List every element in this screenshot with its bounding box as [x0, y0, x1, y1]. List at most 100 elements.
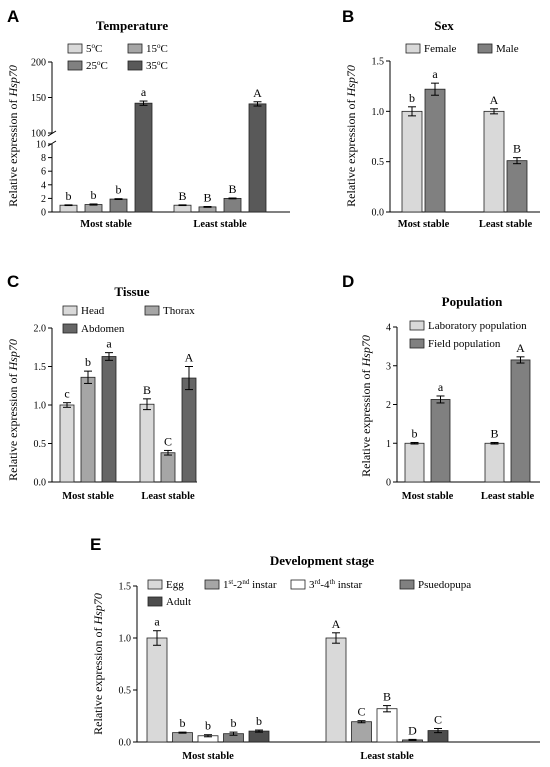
- significance-letter: a: [432, 67, 438, 81]
- significance-letter: A: [516, 341, 525, 355]
- bar: [430, 399, 451, 483]
- significance-letter: B: [178, 189, 186, 203]
- significance-letter: b: [85, 355, 91, 369]
- legend-swatch: [399, 579, 415, 590]
- legend-swatch: [144, 305, 160, 316]
- y-tick-label: 0.0: [34, 478, 47, 489]
- significance-letter: b: [412, 426, 418, 440]
- y-axis-label: Relative expression of Hsp70: [344, 65, 358, 207]
- legend-swatch: [204, 579, 220, 590]
- y-tick-label: 1.5: [119, 582, 132, 593]
- legend-label: Field population: [428, 338, 501, 350]
- legend-swatch: [147, 596, 163, 607]
- significance-letter: C: [434, 712, 442, 726]
- legend-swatch: [127, 60, 143, 71]
- panel-c: C Tissue Relative expression of Hsp70 0.0 0.…: [6, 272, 197, 502]
- legend-swatch: [62, 305, 78, 316]
- significance-letter: b: [256, 714, 262, 728]
- significance-letter: B: [383, 690, 391, 704]
- legend-swatch: [147, 579, 163, 590]
- significance-letter: b: [66, 189, 72, 203]
- y-tick-label: 1: [386, 439, 391, 450]
- significance-letter: b: [409, 91, 415, 105]
- legend-label: Abdomen: [81, 323, 125, 335]
- y-tick-label: 10: [36, 140, 46, 151]
- y-tick-label: 2.0: [34, 324, 47, 335]
- bar: [172, 732, 193, 743]
- bar: [146, 637, 168, 743]
- y-axis-label-gene: Hsp70: [6, 65, 20, 97]
- significance-letter: D: [408, 723, 417, 737]
- y-axis-label: Relative expression of Hsp70: [91, 593, 105, 735]
- significance-letter: A: [332, 617, 341, 631]
- significance-letter: B: [203, 190, 211, 204]
- significance-letter: B: [228, 182, 236, 196]
- significance-letter: B: [513, 142, 521, 156]
- panel-title: Temperature: [96, 18, 168, 33]
- bar: [223, 197, 242, 213]
- legend-label: Thorax: [163, 305, 195, 317]
- legend-label: Psuedopupa: [418, 579, 471, 591]
- x-category-label: Most stable: [62, 491, 114, 502]
- y-tick-label: 1.0: [372, 107, 385, 118]
- significance-letter: a: [438, 380, 444, 394]
- legend: Laboratory population Field population: [409, 320, 527, 350]
- significance-letter: b: [205, 719, 211, 733]
- panel-e: E Development stage Relative expression of…: [90, 535, 540, 762]
- legend-label: 15oC: [146, 42, 168, 55]
- bar: [59, 404, 75, 483]
- bar: [404, 442, 425, 483]
- panel-d: D Population Relative expression of Hsp70 0…: [342, 272, 540, 502]
- panel-title: Population: [442, 294, 503, 309]
- legend: Egg 1st-2nd instar 3rd-4th instar Psuedopup…: [147, 578, 471, 608]
- y-tick-label: 0.5: [119, 686, 132, 697]
- y-tick-label: 0.0: [372, 208, 385, 219]
- bar: [376, 708, 398, 743]
- y-axis-label-gene: Hsp70: [359, 335, 373, 367]
- bar: [424, 88, 446, 213]
- y-tick-label: 2: [386, 400, 391, 411]
- y-axis-label: Relative expression of Hsp70: [6, 65, 20, 207]
- legend-swatch: [290, 579, 306, 590]
- y-axis-label-text: Relative expression of: [6, 371, 20, 481]
- x-category-label: Least stable: [141, 491, 195, 502]
- y-tick-label: 0.0: [119, 738, 132, 749]
- y-tick-label: 3: [386, 361, 391, 372]
- legend-label: Adult: [166, 596, 191, 608]
- bar: [134, 102, 153, 213]
- panel-a: A Temperature Relative expression of Hsp70…: [6, 7, 290, 230]
- panel-letter: D: [342, 272, 354, 291]
- legend-label: 25oC: [86, 59, 108, 72]
- y-tick-label: 1.5: [34, 362, 47, 373]
- bar: [483, 110, 505, 213]
- y-tick-label: 0.5: [372, 157, 385, 168]
- panel-title: Development stage: [270, 553, 375, 568]
- significance-letter: b: [180, 716, 186, 730]
- y-tick-label: 0: [41, 208, 46, 219]
- y-axis-label: Relative expression of Hsp70: [6, 339, 20, 481]
- x-category-label: Most stable: [398, 219, 450, 230]
- y-axis-label-text: Relative expression of: [91, 625, 105, 735]
- significance-letter: b: [116, 183, 122, 197]
- legend: 5oC 15oC 25oC 35oC: [67, 42, 168, 72]
- bar: [484, 442, 505, 483]
- bar: [325, 637, 347, 743]
- x-category-label: Least stable: [481, 491, 535, 502]
- x-category-label: Least stable: [360, 751, 414, 762]
- panel-b: B Sex Relative expression of Hsp70 0.0 0.5 1.…: [342, 7, 540, 230]
- panel-title: Tissue: [114, 284, 149, 299]
- y-tick-label: 100: [31, 129, 46, 140]
- x-category-label: Most stable: [80, 219, 132, 230]
- y-axis-label: Relative expression of Hsp70: [359, 335, 373, 477]
- panel-letter: B: [342, 7, 354, 26]
- bar: [80, 376, 96, 483]
- y-tick-label: 200: [31, 58, 46, 69]
- y-axis-label-text: Relative expression of: [359, 367, 373, 477]
- legend-swatch: [67, 43, 83, 54]
- significance-letter: a: [141, 85, 147, 99]
- significance-letter: C: [357, 705, 365, 719]
- legend-swatch: [409, 320, 425, 331]
- y-tick-label: 0.5: [34, 439, 47, 450]
- y-tick-label: 1.0: [34, 401, 47, 412]
